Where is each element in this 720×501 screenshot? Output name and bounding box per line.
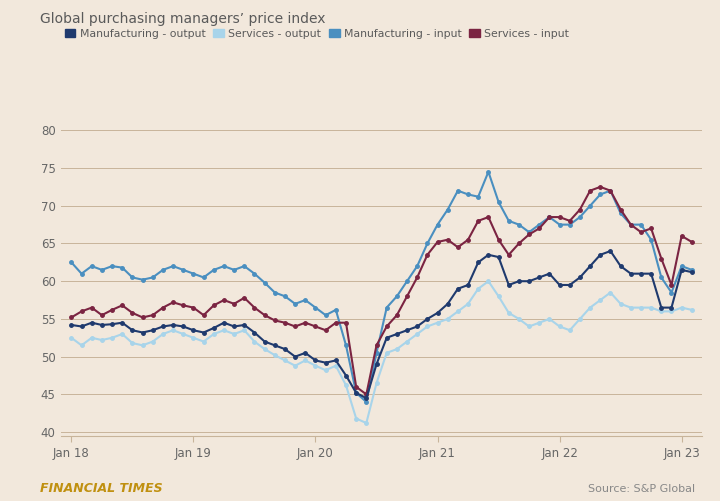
Text: FINANCIAL TIMES: FINANCIAL TIMES [40, 482, 162, 495]
Legend: Manufacturing - output, Services - output, Manufacturing - input, Services - inp: Manufacturing - output, Services - outpu… [60, 25, 574, 43]
Text: Source: S&P Global: Source: S&P Global [588, 484, 695, 494]
Text: Global purchasing managers’ price index: Global purchasing managers’ price index [40, 12, 325, 26]
